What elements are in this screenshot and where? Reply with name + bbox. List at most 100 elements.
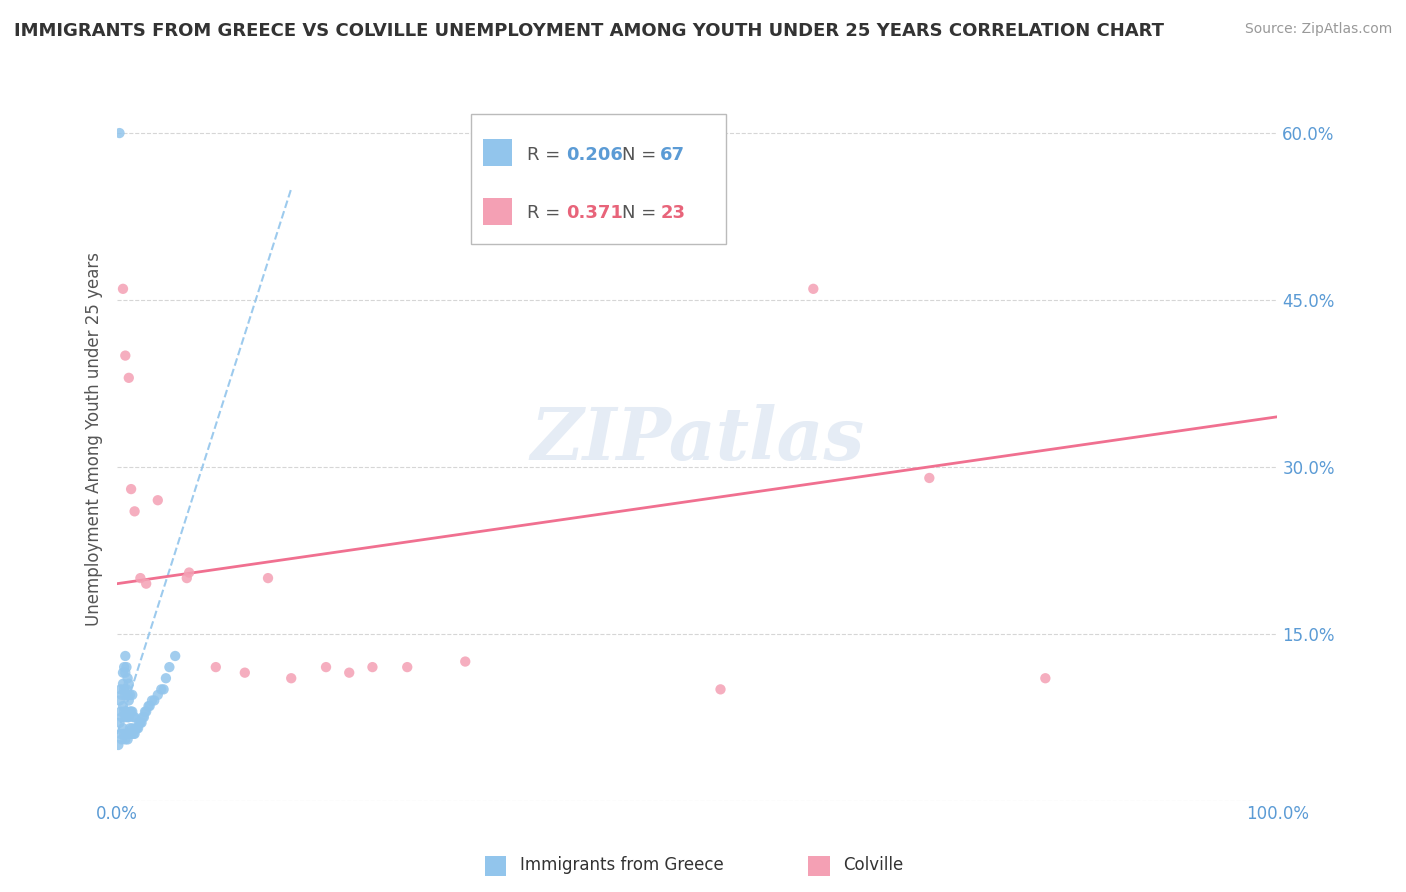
- Point: [115, 705, 138, 719]
- Point: [112, 660, 135, 674]
- Point: [143, 693, 166, 707]
- Point: [134, 705, 156, 719]
- Point: [111, 677, 134, 691]
- Point: [155, 671, 177, 685]
- Point: [115, 682, 138, 697]
- Text: IMMIGRANTS FROM GREECE VS COLVILLE UNEMPLOYMENT AMONG YOUTH UNDER 25 YEARS CORRE: IMMIGRANTS FROM GREECE VS COLVILLE UNEMP…: [14, 22, 1164, 40]
- Point: [129, 571, 152, 585]
- Point: [110, 727, 132, 741]
- Point: [141, 693, 163, 707]
- Point: [118, 727, 141, 741]
- Point: [111, 699, 134, 714]
- Point: [115, 660, 138, 674]
- Point: [118, 710, 141, 724]
- Point: [118, 693, 141, 707]
- Point: [315, 660, 337, 674]
- Point: [118, 705, 141, 719]
- Point: [118, 677, 141, 691]
- Point: [108, 715, 131, 730]
- Point: [125, 721, 148, 735]
- Point: [110, 705, 132, 719]
- Text: ZIPatlas: ZIPatlas: [530, 403, 865, 475]
- Text: Source: ZipAtlas.com: Source: ZipAtlas.com: [1244, 22, 1392, 37]
- Text: 23: 23: [661, 204, 685, 222]
- Point: [110, 682, 132, 697]
- Point: [135, 705, 157, 719]
- Point: [396, 660, 419, 674]
- Text: Colville: Colville: [844, 856, 904, 874]
- Bar: [482, 139, 512, 167]
- Point: [107, 738, 129, 752]
- Point: [125, 721, 148, 735]
- Point: [118, 721, 141, 735]
- Point: [111, 282, 134, 296]
- Point: [114, 665, 136, 680]
- Point: [124, 710, 146, 724]
- Point: [120, 705, 142, 719]
- Point: [120, 727, 142, 741]
- Point: [337, 665, 360, 680]
- Point: [138, 699, 160, 714]
- Point: [121, 705, 143, 719]
- Point: [131, 715, 153, 730]
- Point: [132, 710, 155, 724]
- Point: [454, 655, 477, 669]
- Text: Immigrants from Greece: Immigrants from Greece: [520, 856, 724, 874]
- Point: [111, 732, 134, 747]
- Point: [361, 660, 384, 674]
- Text: 0.206: 0.206: [567, 145, 623, 164]
- Point: [179, 566, 201, 580]
- Point: [280, 671, 302, 685]
- Text: N =: N =: [621, 145, 662, 164]
- Point: [124, 727, 146, 741]
- Text: R =: R =: [527, 204, 565, 222]
- Point: [117, 710, 139, 724]
- Point: [120, 482, 142, 496]
- FancyBboxPatch shape: [471, 113, 727, 244]
- Point: [112, 727, 135, 741]
- Point: [111, 721, 134, 735]
- Point: [121, 688, 143, 702]
- Point: [114, 688, 136, 702]
- Point: [124, 504, 146, 518]
- Point: [257, 571, 280, 585]
- Point: [114, 648, 136, 663]
- Point: [152, 682, 174, 697]
- Point: [114, 732, 136, 747]
- Point: [117, 688, 139, 702]
- Point: [146, 493, 169, 508]
- Point: [150, 682, 173, 697]
- Point: [128, 715, 150, 730]
- Point: [117, 732, 139, 747]
- Point: [709, 682, 731, 697]
- Point: [129, 715, 152, 730]
- Text: R =: R =: [527, 145, 565, 164]
- Point: [127, 721, 149, 735]
- Point: [115, 727, 138, 741]
- Point: [157, 660, 180, 674]
- Point: [111, 710, 134, 724]
- Point: [118, 371, 141, 385]
- Bar: [482, 198, 512, 225]
- Point: [233, 665, 256, 680]
- Point: [118, 688, 141, 702]
- Point: [1033, 671, 1056, 685]
- Point: [117, 671, 139, 685]
- Point: [111, 665, 134, 680]
- Point: [108, 126, 131, 140]
- Point: [114, 710, 136, 724]
- Point: [918, 471, 941, 485]
- Point: [108, 693, 131, 707]
- Point: [146, 688, 169, 702]
- Text: 0.371: 0.371: [567, 204, 623, 222]
- Point: [122, 710, 145, 724]
- Point: [165, 648, 187, 663]
- Text: N =: N =: [621, 204, 662, 222]
- Point: [135, 576, 157, 591]
- Point: [801, 282, 824, 296]
- Point: [122, 727, 145, 741]
- Text: 67: 67: [661, 145, 685, 164]
- Point: [121, 721, 143, 735]
- Point: [132, 710, 155, 724]
- Point: [112, 705, 135, 719]
